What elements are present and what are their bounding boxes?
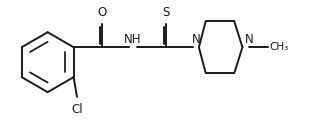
Text: N: N [244, 33, 253, 46]
Text: S: S [163, 6, 170, 19]
Text: Cl: Cl [71, 103, 83, 116]
Text: CH₃: CH₃ [270, 42, 289, 51]
Text: O: O [98, 6, 107, 19]
Text: N: N [192, 33, 201, 46]
Text: NH: NH [124, 33, 141, 46]
